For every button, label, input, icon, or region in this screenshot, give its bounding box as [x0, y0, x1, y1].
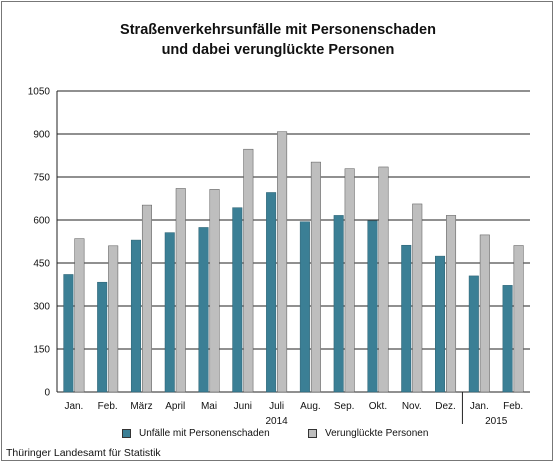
year-label-2014: 2014: [265, 416, 288, 427]
x-tick-label-4: Mai: [201, 401, 217, 412]
y-tick-label-750: 750: [33, 173, 50, 184]
x-tick-label-8: Sep.: [334, 401, 355, 412]
x-tick-label-7: Aug.: [300, 401, 321, 412]
legend-label-accidents: Unfälle mit Personenschaden: [139, 428, 270, 439]
source-note: Thüringer Landesamt für Statistik: [6, 447, 161, 459]
x-tick-label-6: Juli: [269, 401, 284, 412]
bar-casualties-5: [243, 148, 254, 393]
y-tick-label-1050: 1050: [28, 87, 51, 98]
legend-item-accidents: Unfälle mit Personenschaden: [122, 428, 270, 439]
bar-accidents-9: [367, 220, 378, 393]
bar-casualties-8: [344, 168, 355, 393]
chart-title-line-2: und dabei verunglückte Personen: [161, 42, 395, 58]
bar-accidents-0: [63, 274, 74, 393]
bar-casualties-2: [141, 204, 152, 393]
bar-accidents-2: [130, 239, 141, 393]
y-tick-label-600: 600: [33, 216, 50, 227]
bar-casualties-0: [74, 238, 85, 393]
bar-accidents-11: [435, 255, 446, 393]
bar-casualties-3: [175, 188, 186, 393]
legend-swatch-casualties: [308, 429, 317, 438]
bar-accidents-10: [401, 244, 412, 393]
bar-casualties-10: [412, 203, 423, 393]
x-tick-label-12: Jan.: [470, 401, 489, 412]
bar-casualties-7: [310, 161, 321, 393]
x-tick-label-3: April: [165, 401, 185, 412]
bar-accidents-3: [164, 232, 175, 393]
legend-label-casualties: Verunglückte Personen: [325, 428, 429, 439]
bar-accidents-5: [232, 207, 243, 393]
bar-accidents-7: [299, 221, 310, 393]
x-tick-label-5: Juni: [234, 401, 252, 412]
bar-accidents-8: [333, 215, 344, 393]
x-tick-label-11: Dez.: [435, 401, 456, 412]
x-tick-label-2: März: [130, 401, 152, 412]
bar-casualties-11: [446, 215, 457, 393]
y-tick-label-450: 450: [33, 259, 50, 270]
bar-casualties-4: [209, 189, 220, 393]
y-tick-label-300: 300: [33, 302, 50, 313]
bar-accidents-1: [97, 281, 108, 393]
bar-accidents-6: [266, 192, 277, 393]
bar-casualties-6: [277, 131, 288, 393]
bar-casualties-9: [378, 166, 389, 393]
legend-item-casualties: Verunglückte Personen: [308, 428, 428, 439]
bar-casualties-1: [108, 245, 119, 393]
x-tick-label-13: Feb.: [503, 401, 523, 412]
x-tick-label-10: Nov.: [402, 401, 422, 412]
legend-swatch-accidents: [122, 429, 131, 438]
bar-casualties-12: [479, 234, 490, 393]
bar-accidents-12: [468, 275, 479, 393]
x-tick-label-9: Okt.: [369, 401, 387, 412]
bar-casualties-13: [513, 245, 524, 393]
chart-title-line-1: Straßenverkehrsunfälle mit Personenschad…: [120, 22, 436, 38]
y-tick-label-150: 150: [33, 345, 50, 356]
y-tick-label-0: 0: [44, 388, 50, 399]
bar-accidents-13: [502, 285, 513, 393]
x-tick-label-1: Feb.: [98, 401, 118, 412]
year-label-2015: 2015: [485, 416, 508, 427]
bar-accidents-4: [198, 227, 209, 393]
x-tick-label-0: Jan.: [64, 401, 83, 412]
chart-title: Straßenverkehrsunfälle mit Personenschad…: [2, 20, 554, 60]
y-tick-label-900: 900: [33, 130, 50, 141]
